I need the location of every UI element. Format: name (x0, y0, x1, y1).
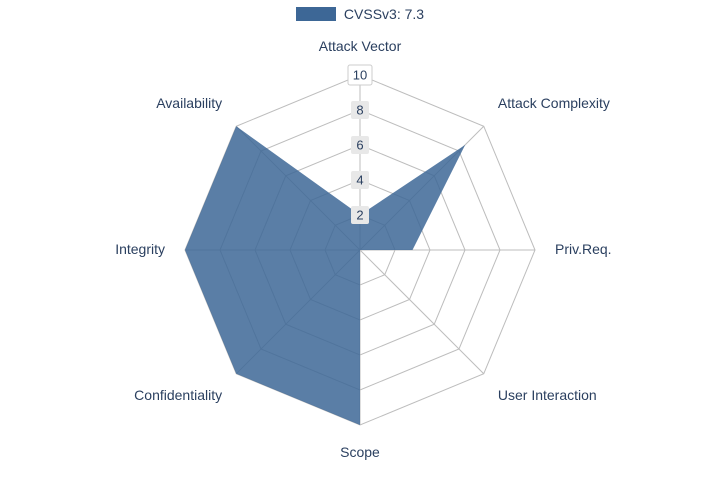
category-label-7: Availability (156, 95, 222, 111)
category-label-6: Integrity (115, 241, 165, 257)
category-label-3: User Interaction (498, 387, 597, 403)
category-label-4: Scope (340, 444, 380, 460)
legend-label: CVSSv3: 7.3 (344, 6, 424, 22)
radial-tick-8: 8 (356, 102, 363, 117)
radial-tick-6: 6 (356, 137, 363, 152)
radial-tick-2: 2 (356, 207, 363, 222)
radial-tick-10: 10 (353, 67, 367, 82)
category-label-1: Attack Complexity (498, 95, 610, 111)
category-label-0: Attack Vector (319, 40, 402, 54)
radar-chart: 2 4 6 8 10 Attack Vector Attack Complexity Priv… (0, 40, 720, 504)
legend: CVSSv3: 7.3 (0, 6, 720, 26)
legend-item-series[interactable]: CVSSv3: 7.3 (296, 6, 424, 22)
radial-tick-4: 4 (356, 172, 363, 187)
category-label-5: Confidentiality (134, 387, 222, 403)
category-label-2: Priv.Req. (555, 241, 612, 257)
legend-swatch (296, 7, 336, 21)
